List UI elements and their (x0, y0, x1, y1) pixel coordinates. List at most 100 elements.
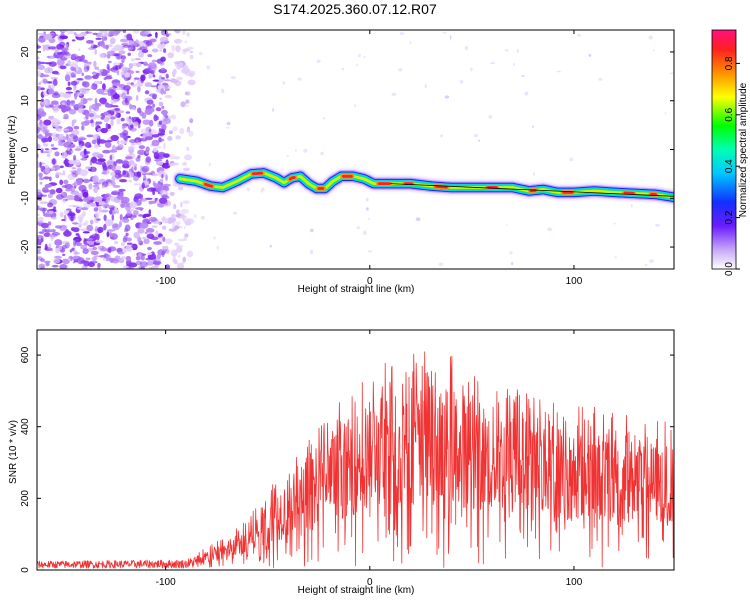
noise-speckle (159, 121, 162, 125)
noise-speckle (78, 48, 81, 50)
snr-x-tick-label: 100 (566, 577, 583, 588)
noise-speckle (133, 28, 140, 33)
noise-speckle (71, 150, 74, 153)
noise-speckle (71, 186, 75, 193)
noise-speckle (131, 143, 136, 146)
noise-speckle (50, 189, 56, 194)
noise-speckle (145, 90, 150, 94)
noise-speckle (94, 186, 98, 193)
noise-speckle (169, 154, 174, 160)
noise-speckle (161, 68, 165, 71)
noise-speckle (100, 128, 108, 133)
noise-speckle (42, 208, 45, 214)
noise-speckle (121, 58, 124, 63)
noise-speckle (88, 183, 92, 189)
noise-speckle (153, 222, 161, 225)
noise-speckle (61, 51, 70, 55)
noise-speckle (176, 209, 180, 214)
noise-speckle (186, 32, 189, 36)
snr-y-tick-label: 0 (20, 567, 31, 573)
noise-speckle (47, 154, 51, 157)
noise-speckle (169, 130, 173, 134)
noise-speckle (54, 151, 59, 156)
noise-speckle (98, 139, 106, 143)
noise-speckle (152, 49, 159, 53)
noise-speckle (57, 59, 65, 66)
noise-speckle (162, 226, 166, 230)
noise-speckle (104, 77, 107, 80)
noise-speckle (134, 183, 142, 185)
noise-speckle (151, 85, 157, 87)
noise-speckle (95, 121, 102, 124)
noise-speckle (162, 163, 171, 169)
noise-speckle (653, 49, 655, 51)
noise-speckle (63, 114, 68, 118)
noise-speckle (187, 218, 194, 224)
noise-speckle (172, 126, 177, 131)
noise-speckle (87, 238, 93, 241)
noise-speckle (43, 143, 49, 146)
snr-y-tick-label: 400 (20, 418, 31, 435)
noise-speckle (45, 184, 53, 188)
noise-speckle (65, 164, 69, 167)
noise-speckle (55, 225, 62, 228)
noise-speckle (70, 100, 75, 103)
noise-speckle (155, 230, 158, 237)
noise-speckle (533, 172, 535, 176)
noise-speckle (140, 198, 147, 201)
colorbar-tick-label: 0.0 (724, 262, 735, 276)
noise-speckle (62, 254, 65, 256)
noise-speckle (368, 218, 370, 220)
noise-speckle (112, 258, 119, 263)
noise-speckle (157, 146, 162, 148)
noise-speckle (103, 204, 109, 206)
noise-speckle (129, 104, 132, 110)
noise-speckle (127, 82, 131, 85)
noise-speckle (156, 116, 159, 120)
noise-speckle (342, 68, 345, 70)
noise-speckle (425, 84, 427, 88)
noise-speckle (86, 98, 93, 101)
noise-speckle (70, 256, 73, 261)
noise-speckle (187, 147, 190, 152)
noise-speckle (84, 220, 88, 224)
noise-speckle (117, 196, 125, 200)
noise-speckle (59, 42, 65, 48)
noise-speckle (95, 98, 98, 105)
noise-speckle (108, 246, 117, 251)
noise-speckle (170, 192, 175, 196)
noise-speckle (100, 247, 108, 251)
noise-speckle (152, 60, 157, 63)
noise-speckle (44, 261, 51, 264)
noise-speckle (131, 58, 135, 62)
noise-speckle (189, 118, 193, 123)
noise-speckle (122, 218, 129, 223)
noise-speckle (44, 67, 53, 73)
spectrogram-y-tick-label: 10 (20, 95, 31, 107)
noise-speckle (116, 110, 124, 113)
noise-speckle (363, 231, 366, 235)
noise-speckle (66, 208, 72, 210)
noise-speckle (366, 198, 369, 202)
noise-speckle (40, 258, 45, 262)
noise-speckle (90, 220, 93, 225)
noise-speckle (410, 41, 412, 45)
noise-speckle (152, 225, 158, 228)
noise-speckle (185, 99, 189, 103)
noise-speckle (532, 126, 534, 128)
noise-speckle (80, 158, 87, 161)
noise-speckle (182, 28, 186, 35)
noise-speckle (95, 196, 103, 202)
noise-speckle (59, 264, 67, 269)
noise-speckle (416, 217, 421, 221)
noise-speckle (116, 146, 122, 150)
noise-speckle (99, 98, 107, 104)
noise-speckle (151, 72, 155, 75)
noise-speckle (171, 45, 176, 52)
noise-speckle (80, 228, 87, 231)
noise-speckle (109, 232, 112, 237)
noise-speckle (142, 49, 149, 53)
noise-speckle (66, 87, 72, 91)
